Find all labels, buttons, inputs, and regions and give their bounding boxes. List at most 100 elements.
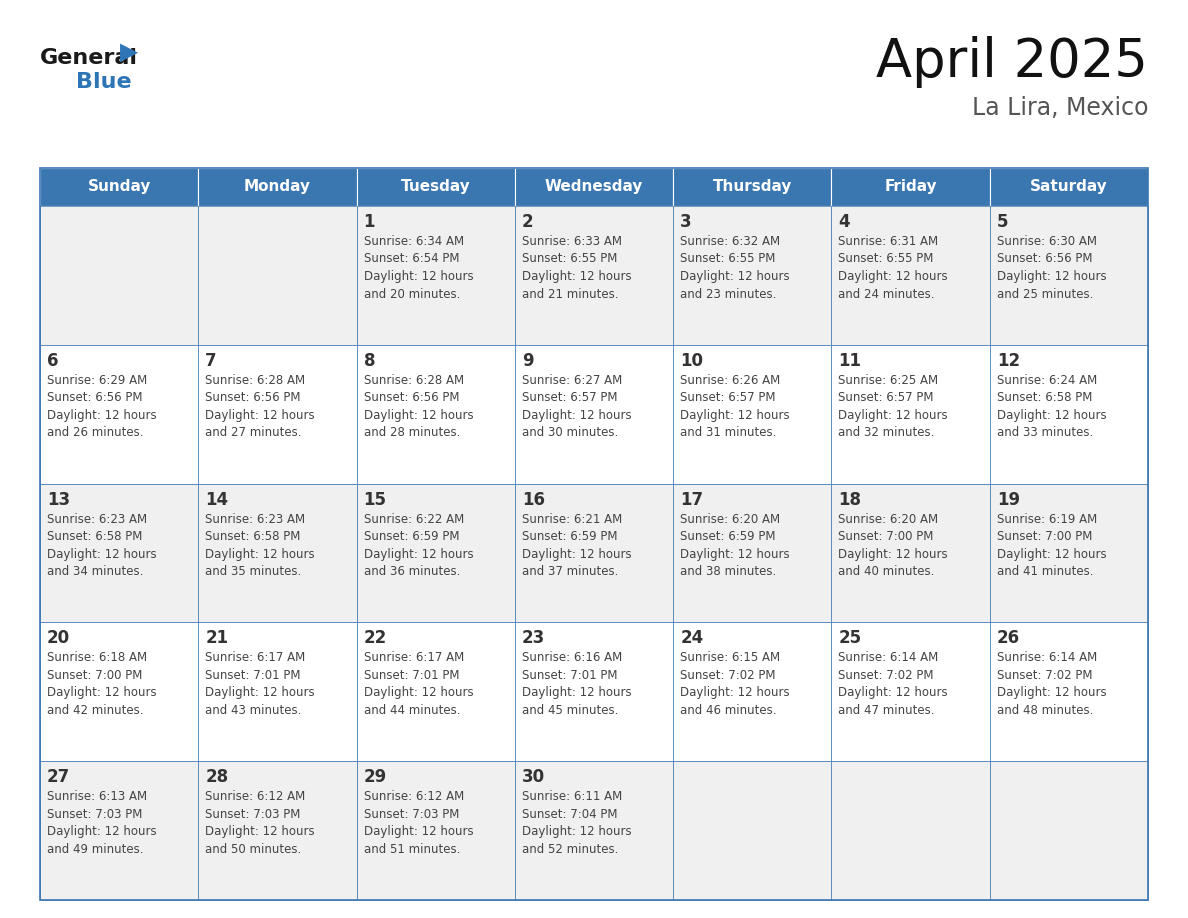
- Bar: [674, 206, 832, 345]
- Text: Daylight: 12 hours: Daylight: 12 hours: [522, 687, 632, 700]
- Text: Daylight: 12 hours: Daylight: 12 hours: [48, 548, 157, 561]
- Text: Sunrise: 6:29 AM: Sunrise: 6:29 AM: [48, 374, 147, 386]
- Text: 23: 23: [522, 630, 545, 647]
- Text: Sunset: 6:59 PM: Sunset: 6:59 PM: [522, 530, 618, 543]
- Text: and 23 minutes.: and 23 minutes.: [681, 287, 777, 300]
- Text: and 25 minutes.: and 25 minutes.: [997, 287, 1093, 300]
- Bar: [198, 206, 356, 345]
- Bar: [198, 761, 356, 900]
- Bar: [356, 168, 514, 206]
- Text: Sunday: Sunday: [88, 180, 151, 195]
- Text: Daylight: 12 hours: Daylight: 12 hours: [681, 548, 790, 561]
- Bar: [40, 168, 198, 206]
- Text: Sunrise: 6:27 AM: Sunrise: 6:27 AM: [522, 374, 623, 386]
- Text: and 21 minutes.: and 21 minutes.: [522, 287, 619, 300]
- Text: Daylight: 12 hours: Daylight: 12 hours: [997, 687, 1106, 700]
- Bar: [356, 622, 514, 761]
- Text: Sunrise: 6:23 AM: Sunrise: 6:23 AM: [48, 512, 147, 526]
- Bar: [514, 761, 674, 900]
- Text: Daylight: 12 hours: Daylight: 12 hours: [997, 548, 1106, 561]
- Text: and 44 minutes.: and 44 minutes.: [364, 704, 460, 717]
- Text: and 26 minutes.: and 26 minutes.: [48, 426, 144, 440]
- Text: 2: 2: [522, 213, 533, 231]
- Bar: [990, 206, 1148, 345]
- Text: Sunset: 7:03 PM: Sunset: 7:03 PM: [364, 808, 459, 821]
- Text: 16: 16: [522, 490, 545, 509]
- Text: Sunset: 7:04 PM: Sunset: 7:04 PM: [522, 808, 618, 821]
- Bar: [40, 622, 198, 761]
- Text: Monday: Monday: [244, 180, 311, 195]
- Text: and 48 minutes.: and 48 minutes.: [997, 704, 1093, 717]
- Text: 11: 11: [839, 352, 861, 370]
- Text: Wednesday: Wednesday: [545, 180, 643, 195]
- Bar: [40, 206, 198, 345]
- Bar: [40, 484, 198, 622]
- Bar: [990, 761, 1148, 900]
- Text: Sunset: 6:55 PM: Sunset: 6:55 PM: [522, 252, 618, 265]
- Bar: [674, 761, 832, 900]
- Text: 6: 6: [48, 352, 58, 370]
- Text: Daylight: 12 hours: Daylight: 12 hours: [839, 270, 948, 283]
- Text: 20: 20: [48, 630, 70, 647]
- Text: Sunrise: 6:28 AM: Sunrise: 6:28 AM: [206, 374, 305, 386]
- Text: Daylight: 12 hours: Daylight: 12 hours: [206, 409, 315, 421]
- Text: and 24 minutes.: and 24 minutes.: [839, 287, 935, 300]
- Bar: [198, 622, 356, 761]
- Text: Sunrise: 6:15 AM: Sunrise: 6:15 AM: [681, 652, 781, 665]
- Bar: [674, 622, 832, 761]
- Text: 5: 5: [997, 213, 1009, 231]
- Text: Daylight: 12 hours: Daylight: 12 hours: [839, 409, 948, 421]
- Text: Sunset: 6:57 PM: Sunset: 6:57 PM: [681, 391, 776, 404]
- Text: Sunrise: 6:16 AM: Sunrise: 6:16 AM: [522, 652, 623, 665]
- Bar: [674, 484, 832, 622]
- Text: 18: 18: [839, 490, 861, 509]
- Text: 12: 12: [997, 352, 1019, 370]
- Text: Tuesday: Tuesday: [400, 180, 470, 195]
- Text: 21: 21: [206, 630, 228, 647]
- Text: Sunset: 6:58 PM: Sunset: 6:58 PM: [206, 530, 301, 543]
- Text: Daylight: 12 hours: Daylight: 12 hours: [48, 687, 157, 700]
- Text: Daylight: 12 hours: Daylight: 12 hours: [364, 687, 473, 700]
- Text: and 47 minutes.: and 47 minutes.: [839, 704, 935, 717]
- Text: ▶: ▶: [120, 40, 138, 64]
- Text: Sunset: 6:57 PM: Sunset: 6:57 PM: [522, 391, 618, 404]
- Text: and 32 minutes.: and 32 minutes.: [839, 426, 935, 440]
- Text: Sunset: 6:57 PM: Sunset: 6:57 PM: [839, 391, 934, 404]
- Text: and 38 minutes.: and 38 minutes.: [681, 565, 777, 578]
- Text: 3: 3: [681, 213, 691, 231]
- Text: and 36 minutes.: and 36 minutes.: [364, 565, 460, 578]
- Text: Friday: Friday: [884, 180, 937, 195]
- Text: and 46 minutes.: and 46 minutes.: [681, 704, 777, 717]
- Text: Sunrise: 6:26 AM: Sunrise: 6:26 AM: [681, 374, 781, 386]
- Text: Sunrise: 6:12 AM: Sunrise: 6:12 AM: [364, 790, 463, 803]
- Text: Sunset: 6:59 PM: Sunset: 6:59 PM: [681, 530, 776, 543]
- Bar: [514, 206, 674, 345]
- Bar: [990, 622, 1148, 761]
- Text: Sunrise: 6:24 AM: Sunrise: 6:24 AM: [997, 374, 1097, 386]
- Bar: [832, 345, 990, 484]
- Text: Sunrise: 6:13 AM: Sunrise: 6:13 AM: [48, 790, 147, 803]
- Text: Sunrise: 6:23 AM: Sunrise: 6:23 AM: [206, 512, 305, 526]
- Bar: [514, 345, 674, 484]
- Text: Sunset: 6:55 PM: Sunset: 6:55 PM: [839, 252, 934, 265]
- Text: Daylight: 12 hours: Daylight: 12 hours: [681, 270, 790, 283]
- Text: Sunset: 6:56 PM: Sunset: 6:56 PM: [364, 391, 459, 404]
- Text: Sunrise: 6:31 AM: Sunrise: 6:31 AM: [839, 235, 939, 248]
- Bar: [198, 345, 356, 484]
- Bar: [832, 206, 990, 345]
- Text: and 27 minutes.: and 27 minutes.: [206, 426, 302, 440]
- Text: Sunset: 7:00 PM: Sunset: 7:00 PM: [839, 530, 934, 543]
- Text: 17: 17: [681, 490, 703, 509]
- Text: and 20 minutes.: and 20 minutes.: [364, 287, 460, 300]
- Text: Sunrise: 6:12 AM: Sunrise: 6:12 AM: [206, 790, 305, 803]
- Text: Daylight: 12 hours: Daylight: 12 hours: [48, 409, 157, 421]
- Bar: [832, 761, 990, 900]
- Bar: [674, 345, 832, 484]
- Text: Sunset: 6:59 PM: Sunset: 6:59 PM: [364, 530, 459, 543]
- Text: April 2025: April 2025: [876, 36, 1148, 88]
- Bar: [198, 484, 356, 622]
- Text: Sunrise: 6:20 AM: Sunrise: 6:20 AM: [681, 512, 781, 526]
- Text: Saturday: Saturday: [1030, 180, 1107, 195]
- Text: Sunset: 7:01 PM: Sunset: 7:01 PM: [522, 669, 618, 682]
- Text: 27: 27: [48, 768, 70, 786]
